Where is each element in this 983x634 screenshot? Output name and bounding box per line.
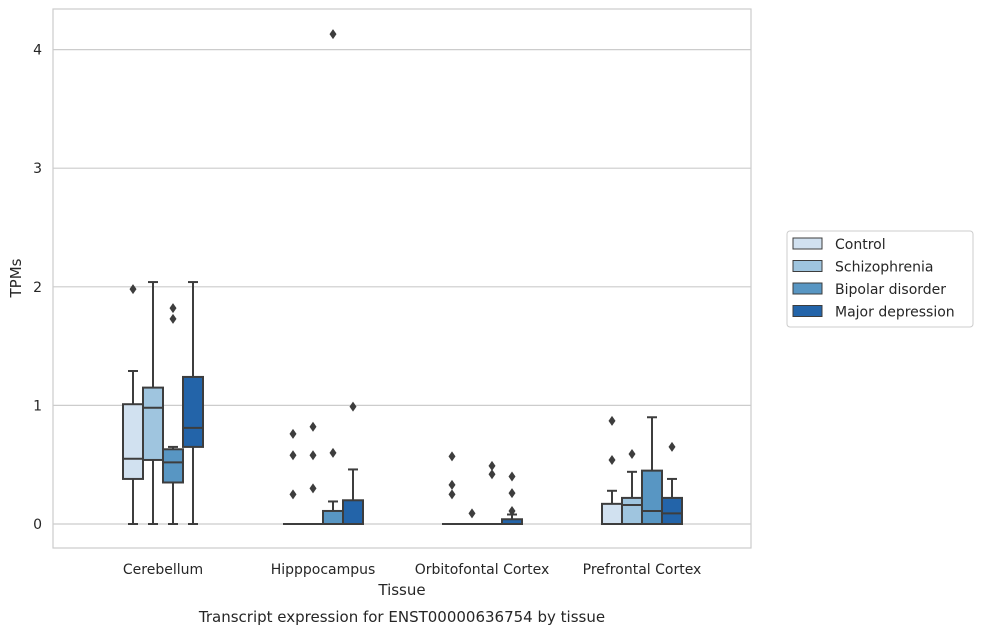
y-tick-label: 0 [33, 517, 42, 533]
outlier-point [628, 449, 636, 460]
legend-item: Schizophrenia [792, 260, 933, 276]
outlier-point [608, 415, 616, 426]
plot-frame [52, 8, 752, 549]
box-body [142, 386, 164, 461]
x-tick-labels: Cerebellum Hipppocampus Orbitofontal Corte… [123, 562, 701, 578]
x-axis-title: Tissue [377, 581, 425, 599]
y-tick-labels: 0 1 2 3 4 [33, 43, 42, 533]
legend-label: Bipolar disorder [835, 282, 946, 298]
box-2-3 [501, 471, 523, 525]
x-tick-label: Prefrontal Cortex [583, 562, 702, 578]
outlier-point [508, 471, 516, 482]
y-axis-title: TPMs [7, 258, 25, 298]
legend-label: Major depression [835, 305, 955, 321]
outlier-point [329, 447, 337, 458]
y-tick-label: 4 [33, 43, 42, 59]
outlier-point [608, 454, 616, 465]
outlier-point [349, 401, 357, 412]
legend-frame [786, 230, 974, 328]
x-tick-label: Orbitofontal Cortex [415, 562, 550, 578]
box-series [122, 29, 683, 526]
outlier-point [129, 284, 137, 295]
box-body [661, 496, 683, 525]
outlier-point [508, 488, 516, 499]
box-2-1 [462, 508, 482, 525]
box-1-2 [322, 29, 344, 526]
box-1-0 [283, 428, 303, 525]
outlier-point [448, 451, 456, 462]
outlier-point [309, 483, 317, 494]
box-3-0 [601, 415, 623, 526]
outlier-point [289, 428, 297, 439]
y-tick-label: 3 [33, 161, 42, 177]
outlier-point [169, 303, 177, 314]
box-2-2 [482, 460, 502, 525]
legend-item: Major depression [792, 305, 955, 321]
legend-swatch [792, 237, 823, 250]
outlier-point [169, 313, 177, 324]
box-1-1 [303, 421, 323, 525]
plot-background [53, 9, 751, 548]
outlier-point [488, 460, 496, 471]
box-0-1 [142, 281, 164, 525]
outlier-point [289, 489, 297, 500]
outlier-point [508, 505, 516, 516]
legend-label: Control [835, 237, 886, 253]
legend-swatch [792, 305, 823, 317]
box-body [641, 469, 663, 526]
box-3-3 [661, 441, 683, 525]
outlier-point [329, 29, 337, 40]
outlier-point [488, 469, 496, 480]
box-1-3 [342, 401, 364, 525]
box-3-1 [621, 449, 643, 525]
outlier-point [448, 479, 456, 490]
box-body [322, 509, 344, 526]
box-3-2 [641, 416, 663, 526]
y-tick-label: 2 [33, 280, 42, 296]
legend-item: Control [792, 237, 886, 253]
outlier-point [309, 421, 317, 432]
box-body [122, 403, 144, 480]
box-0-2 [162, 303, 184, 525]
outlier-point [448, 489, 456, 500]
box-0-3 [182, 281, 204, 525]
outlier-point [668, 441, 676, 452]
y-tick-label: 1 [33, 398, 42, 414]
box-2-0 [442, 451, 462, 525]
box-body [621, 496, 643, 525]
x-tick-label: Hipppocampus [271, 562, 376, 578]
legend: Control Schizophrenia Bipolar disorder Majo… [786, 230, 974, 328]
outlier-point [289, 450, 297, 461]
legend-item: Bipolar disorder [792, 282, 946, 298]
outlier-point [309, 450, 317, 461]
legend-swatch [792, 260, 823, 272]
box-body [601, 502, 623, 526]
chart-caption: Transcript expression for ENST0000063675… [198, 608, 605, 626]
x-tick-label: Cerebellum [123, 562, 203, 578]
legend-label: Schizophrenia [835, 260, 933, 276]
outlier-point [468, 508, 476, 519]
box-body [162, 448, 184, 484]
box-body [182, 375, 204, 448]
legend-swatch [792, 282, 823, 295]
box-body [342, 499, 364, 525]
